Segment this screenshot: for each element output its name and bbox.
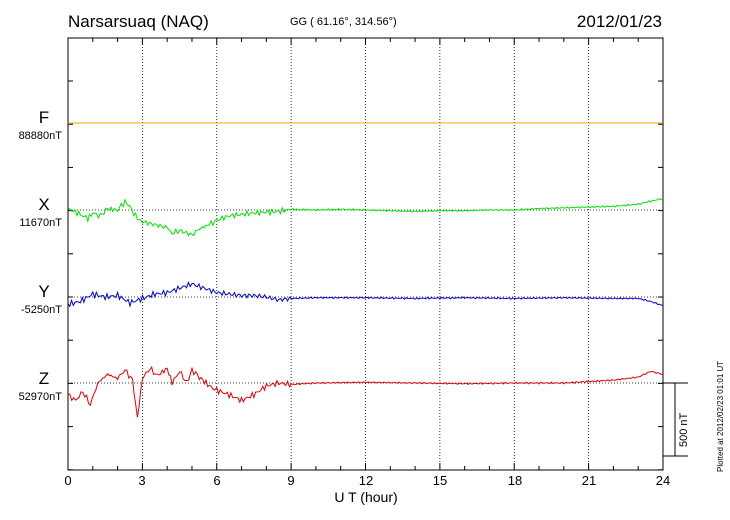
x-tick-label: 24 xyxy=(655,473,671,488)
plotted-timestamp: Plotted at 2012/02/23 01:01 UT xyxy=(716,360,725,472)
series-line-y xyxy=(67,280,664,308)
component-base-y: -5250nT xyxy=(21,304,62,316)
scale-bar-label: 500 nT xyxy=(678,412,690,447)
component-base-z: 52970nT xyxy=(18,391,62,403)
station-coordinates: GG ( 61.16°, 314.56°) xyxy=(290,16,397,28)
x-tick-label: 21 xyxy=(581,473,597,488)
component-base-f: 88880nT xyxy=(18,130,62,142)
component-base-x: 11670nT xyxy=(19,217,62,229)
series-line-x xyxy=(67,197,664,237)
x-tick-label: 6 xyxy=(213,473,221,488)
x-tick-label: 12 xyxy=(358,473,374,488)
x-tick-label: 9 xyxy=(287,473,295,488)
series-line-z xyxy=(67,365,663,418)
x-axis-label: U T (hour) xyxy=(334,489,398,505)
x-tick-label: 3 xyxy=(138,473,146,488)
chart-date: 2012/01/23 xyxy=(576,12,662,31)
component-letter-x: X xyxy=(38,195,50,214)
x-tick-label: 15 xyxy=(432,473,448,488)
component-letter-z: Z xyxy=(38,369,50,388)
station-title: Narsarsuaq (NAQ) xyxy=(68,12,209,31)
component-letter-y: Y xyxy=(38,282,50,301)
x-tick-label: 18 xyxy=(507,473,523,488)
x-tick-label: 0 xyxy=(64,473,72,488)
component-letter-f: F xyxy=(38,108,50,127)
